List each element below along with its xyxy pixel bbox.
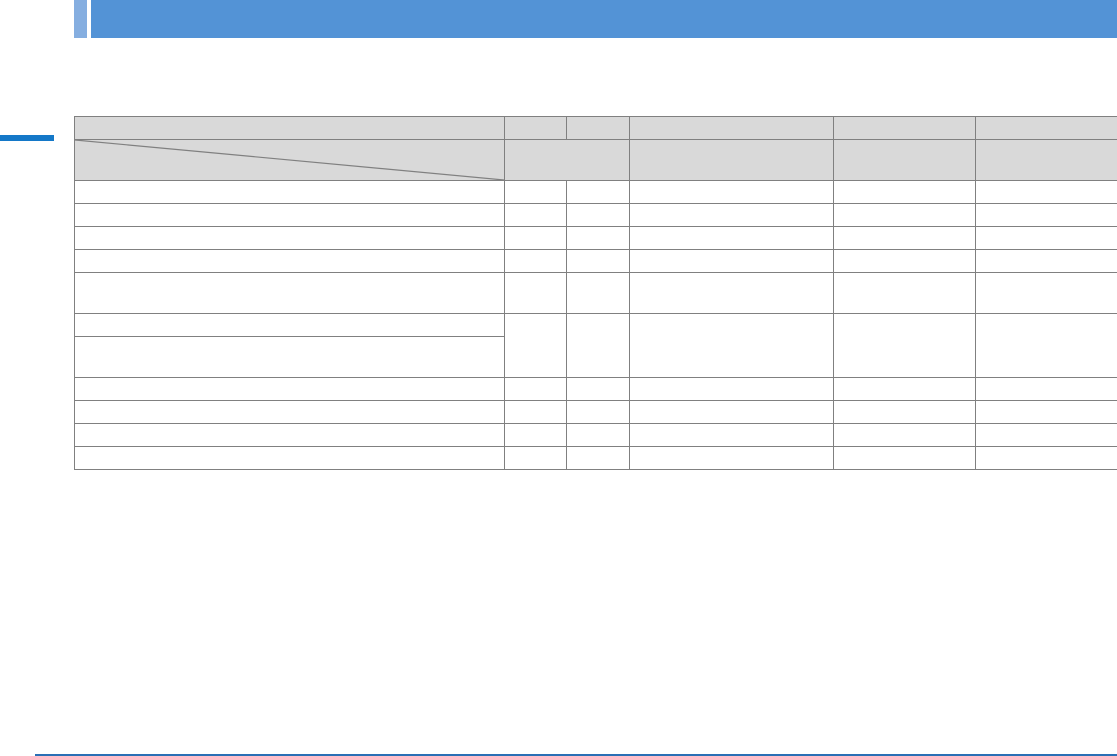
table-cell <box>504 400 567 424</box>
table-cell <box>504 203 567 227</box>
table-cell <box>74 336 505 378</box>
table-row <box>74 313 1117 378</box>
header-cell <box>74 116 505 140</box>
header-cell <box>833 139 976 181</box>
table-cell <box>975 446 1117 470</box>
table-cell <box>833 313 976 378</box>
data-table <box>74 116 1117 470</box>
table-cell <box>833 249 976 273</box>
table-cell <box>74 180 505 204</box>
table-cell <box>833 377 976 401</box>
table-cell <box>833 446 976 470</box>
table-cell <box>504 249 567 273</box>
table-cell <box>833 400 976 424</box>
table-cell <box>975 226 1117 250</box>
table-cell <box>833 272 976 314</box>
table-cell <box>975 272 1117 314</box>
table-cell <box>629 377 834 401</box>
table-row <box>74 272 1117 314</box>
table-cell <box>629 226 834 250</box>
table-cell <box>975 180 1117 204</box>
table-cell <box>74 203 505 227</box>
table-row <box>74 377 1117 401</box>
table-cell <box>629 446 834 470</box>
table-cell <box>566 180 630 204</box>
header-accent-block <box>74 0 87 38</box>
table-cell <box>566 226 630 250</box>
table-cell <box>504 446 567 470</box>
table-row <box>74 446 1117 470</box>
table-cell <box>566 446 630 470</box>
table-cell <box>566 249 630 273</box>
table-cell <box>504 377 567 401</box>
footer-rule <box>35 754 1117 756</box>
table-cell <box>975 423 1117 447</box>
table-cell <box>504 272 567 314</box>
table-cell <box>975 249 1117 273</box>
table-cell <box>74 446 505 470</box>
table-row <box>74 423 1117 447</box>
header-cell <box>504 139 630 181</box>
table-cell <box>629 249 834 273</box>
table-cell <box>504 180 567 204</box>
table-header-row <box>74 116 1117 140</box>
table-header-row <box>74 139 1117 181</box>
table-row <box>74 203 1117 227</box>
table-cell <box>833 203 976 227</box>
header-bar <box>91 0 1117 38</box>
table-cell <box>629 272 834 314</box>
table-cell <box>566 313 630 378</box>
table-cell <box>833 180 976 204</box>
table-cell <box>74 400 505 424</box>
table-cell <box>629 203 834 227</box>
table-cell <box>504 226 567 250</box>
header-cell <box>975 116 1117 140</box>
table-cell <box>566 400 630 424</box>
table-cell <box>504 313 567 378</box>
table-row <box>74 226 1117 250</box>
table-cell <box>975 400 1117 424</box>
table-cell <box>74 377 505 401</box>
table-cell <box>833 423 976 447</box>
header-cell <box>504 116 567 140</box>
diagonal-header-cell <box>74 139 505 181</box>
table-row <box>74 400 1117 424</box>
table-cell <box>629 180 834 204</box>
header-cell <box>629 116 834 140</box>
table-cell <box>74 423 505 447</box>
table-cell <box>74 226 505 250</box>
table-cell <box>566 272 630 314</box>
table-cell <box>975 313 1117 378</box>
table-row <box>74 249 1117 273</box>
table-cell <box>566 203 630 227</box>
table-cell <box>629 400 834 424</box>
table-cell <box>975 203 1117 227</box>
header-cell <box>975 139 1117 181</box>
header-cell <box>566 116 630 140</box>
table-cell <box>975 377 1117 401</box>
table-cell <box>504 423 567 447</box>
table-cell <box>74 313 505 337</box>
table-cell <box>629 423 834 447</box>
header-cell <box>629 139 834 181</box>
table-cell <box>566 423 630 447</box>
side-section-marker <box>0 135 54 141</box>
table-cell <box>566 377 630 401</box>
header-cell <box>833 116 976 140</box>
table-cell <box>74 249 505 273</box>
table-cell <box>74 272 505 314</box>
table-row <box>74 180 1117 204</box>
table-cell <box>629 313 834 378</box>
table-cell <box>833 226 976 250</box>
